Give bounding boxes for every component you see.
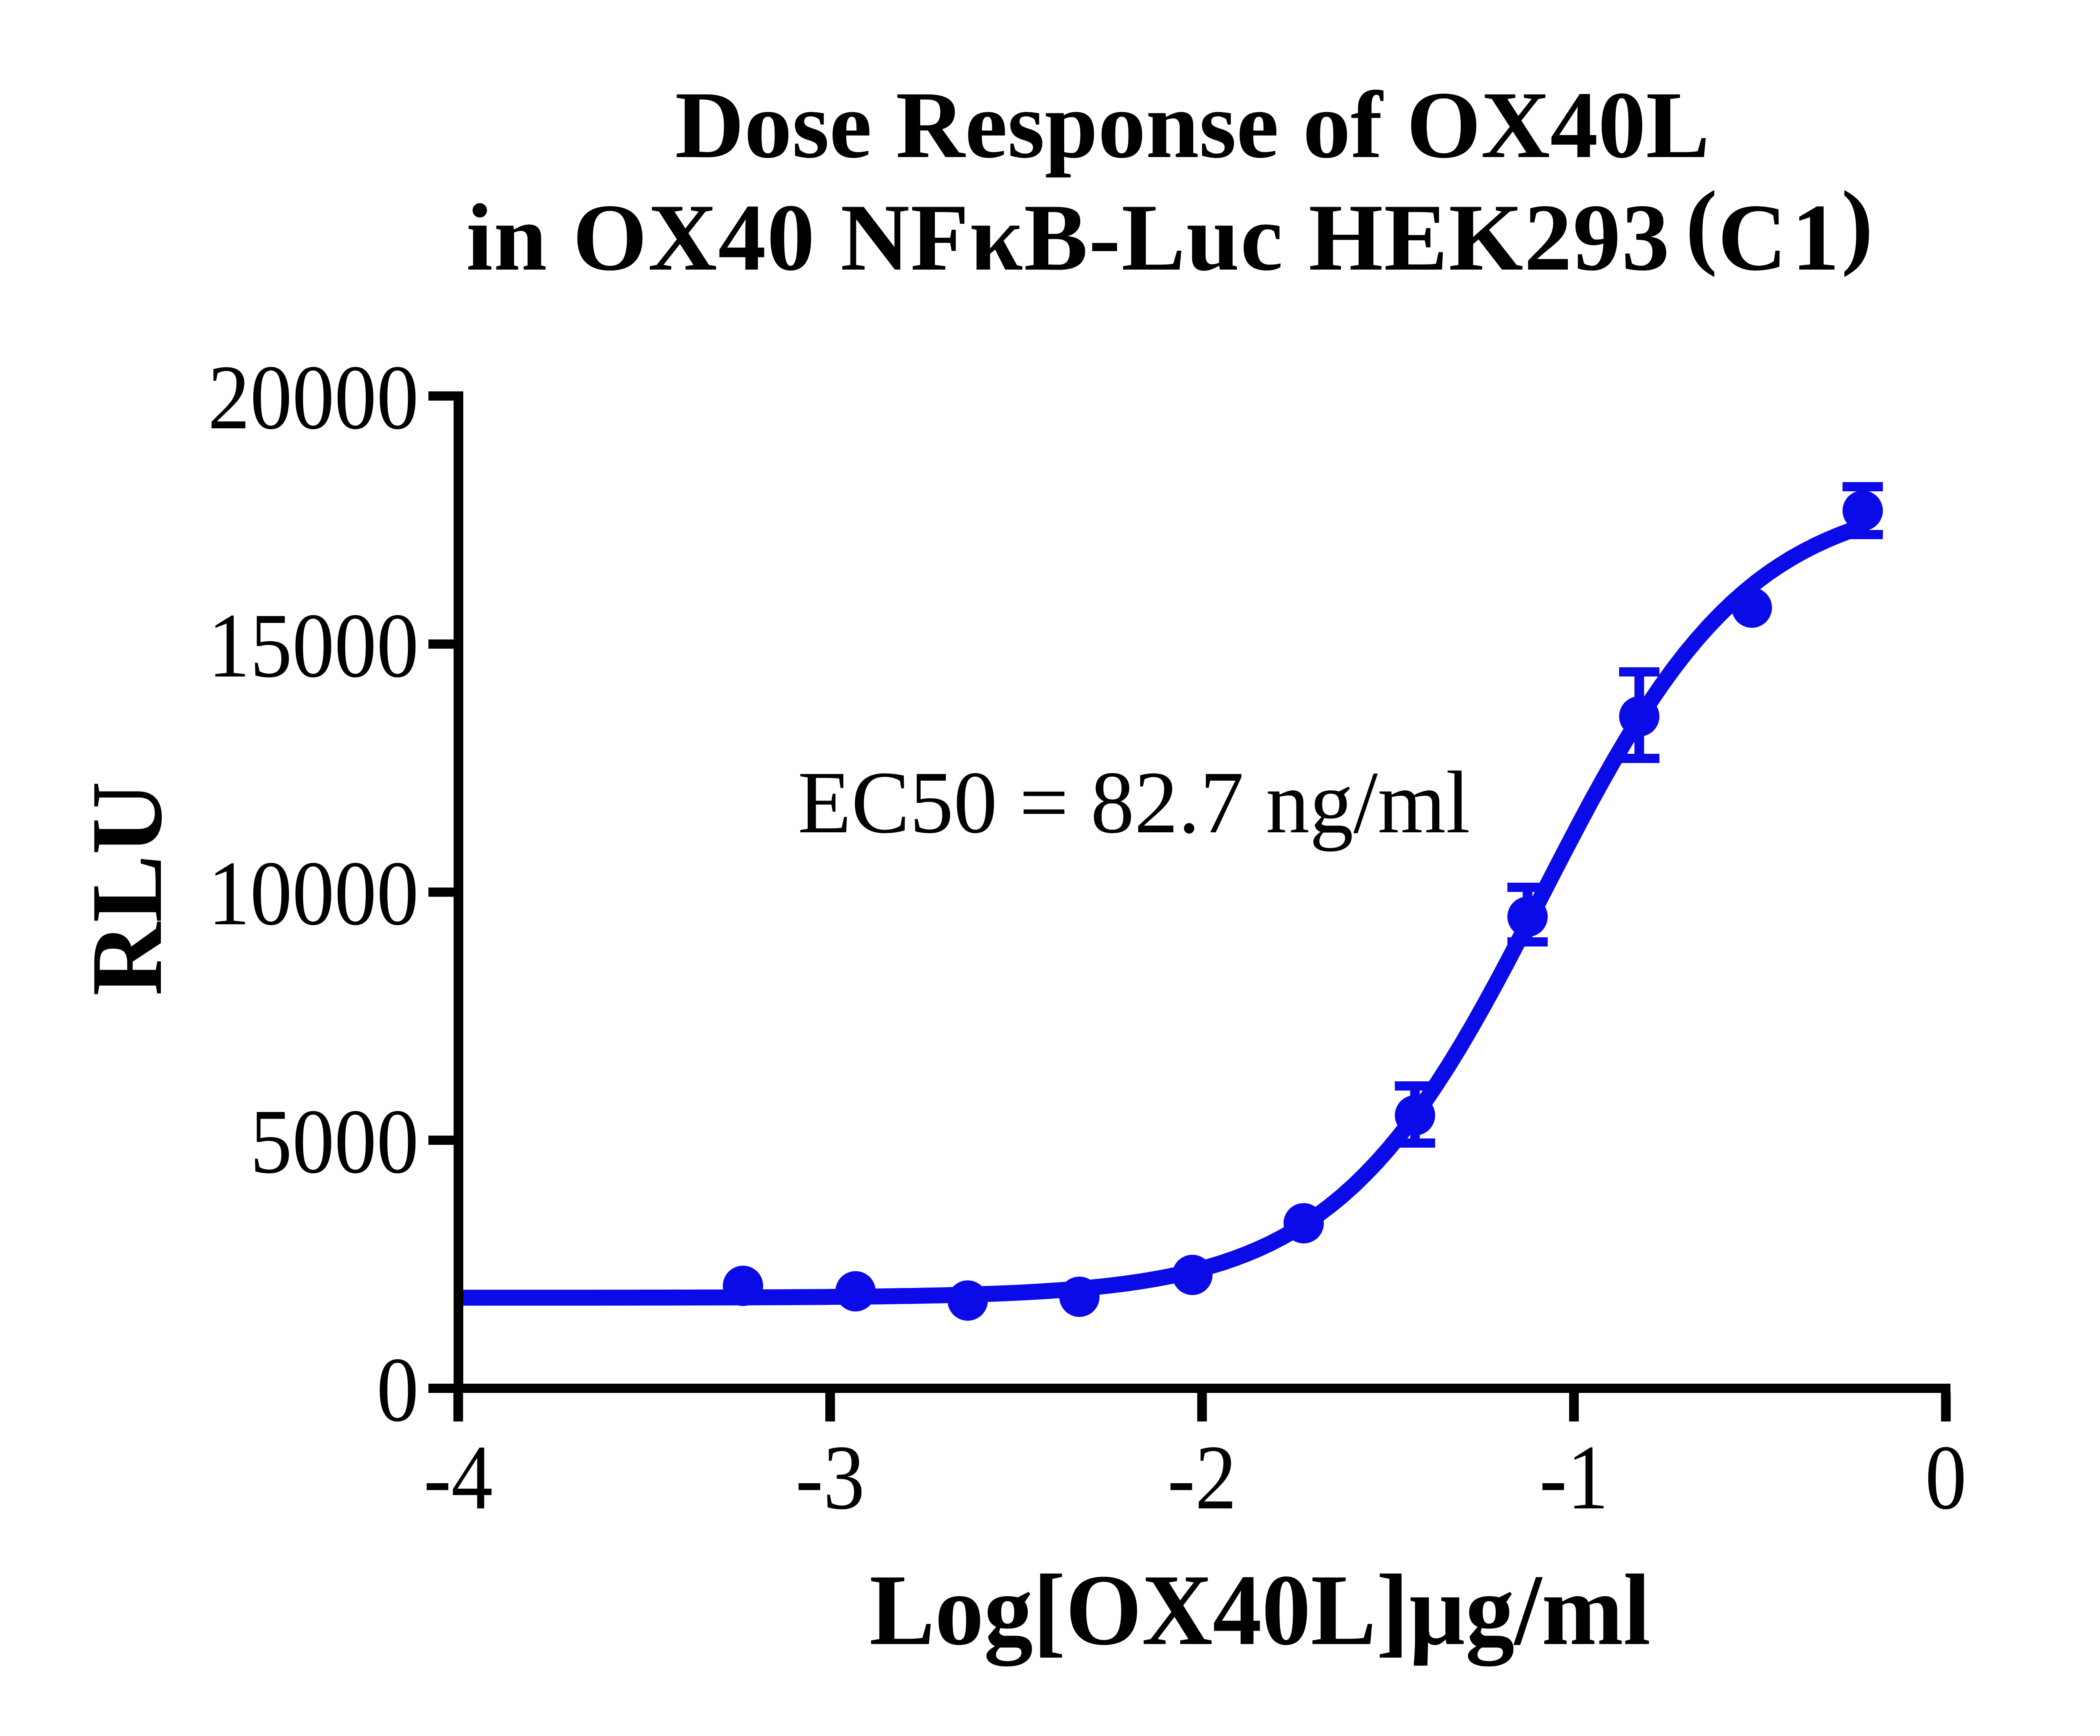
- svg-text:0: 0: [1925, 1427, 1967, 1529]
- svg-text:Dose Response of OX40L: Dose Response of OX40L: [675, 72, 1710, 178]
- svg-text:EC50 = 82.7 ng/ml: EC50 = 82.7 ng/ml: [798, 754, 1470, 852]
- svg-text:Log[OX40L]µg/ml: Log[OX40L]µg/ml: [869, 1554, 1651, 1666]
- svg-text:20000: 20000: [208, 346, 419, 448]
- svg-text:15000: 15000: [208, 594, 419, 697]
- svg-text:RLU: RLU: [71, 781, 183, 996]
- svg-text:-1: -1: [1539, 1427, 1609, 1529]
- svg-text:in OX40 NFκB-Luc HEK293: in OX40 NFκB-Luc HEK293: [466, 185, 1670, 291]
- svg-text:10000: 10000: [208, 842, 419, 944]
- svg-text:-4: -4: [424, 1427, 493, 1529]
- svg-text:5000: 5000: [250, 1090, 419, 1193]
- svg-text:-3: -3: [795, 1427, 865, 1529]
- svg-text:C1: C1: [1718, 185, 1844, 291]
- svg-text:-2: -2: [1168, 1427, 1237, 1529]
- svg-text:): ): [1841, 172, 1873, 278]
- svg-text:0: 0: [377, 1338, 419, 1441]
- svg-text:(: (: [1685, 172, 1717, 278]
